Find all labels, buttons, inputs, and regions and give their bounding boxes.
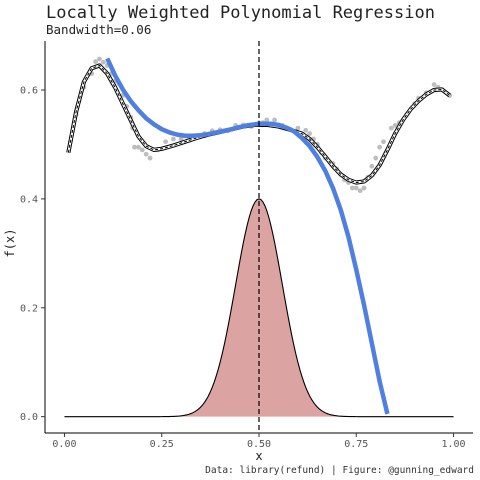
x-tick-label: 0.00: [52, 439, 76, 450]
data-point: [388, 125, 394, 131]
data-point: [369, 163, 375, 169]
data-point: [97, 56, 102, 62]
data-point: [392, 122, 398, 128]
data-point: [132, 144, 137, 150]
data-point: [272, 117, 277, 123]
kernel-weight-curve: [64, 198, 454, 418]
y-tick-label: 0.0: [20, 412, 38, 423]
data-point: [381, 139, 386, 145]
data-point: [264, 117, 270, 123]
data-point: [353, 185, 359, 191]
y-tick-label: 0.6: [20, 86, 38, 97]
data-point: [361, 185, 367, 191]
data-point: [295, 125, 301, 131]
data-point: [431, 82, 437, 87]
caption: Data: library(refund) | Figure: @gunning…: [205, 465, 474, 476]
data-point: [93, 59, 98, 65]
x-tick-label: 0.75: [344, 439, 368, 450]
local-fit-line: [105, 57, 390, 415]
y-tick-label: 0.4: [20, 194, 38, 205]
y-axis-title: f(x): [3, 229, 17, 258]
data-point: [139, 147, 145, 153]
x-axis-ticks: 0.00 0.25 0.50 0.75 1.00: [52, 433, 466, 450]
x-axis-title: x: [255, 449, 262, 463]
data-point: [100, 59, 106, 65]
y-tick-label: 0.2: [20, 303, 38, 314]
y-axis-ticks: 0.0 0.2 0.4 0.6: [20, 86, 45, 423]
data-point: [143, 151, 149, 157]
data-point: [349, 185, 355, 191]
data-point: [147, 155, 153, 161]
x-tick-label: 0.25: [150, 439, 174, 450]
chart-subtitle: Bandwidth=0.06: [46, 22, 151, 37]
data-point: [178, 136, 184, 142]
plot-area: [64, 41, 454, 433]
data-point: [163, 139, 169, 145]
x-tick-label: 0.50: [247, 439, 271, 450]
data-point: [373, 155, 379, 161]
data-point: [307, 131, 312, 136]
chart-title: Locally Weighted Polynomial Regression: [46, 3, 435, 23]
x-tick-label: 1.00: [441, 439, 465, 450]
data-point: [171, 136, 176, 142]
data-point: [357, 188, 363, 194]
data-point: [377, 144, 383, 150]
data-point: [303, 127, 309, 133]
data-point: [135, 144, 141, 150]
